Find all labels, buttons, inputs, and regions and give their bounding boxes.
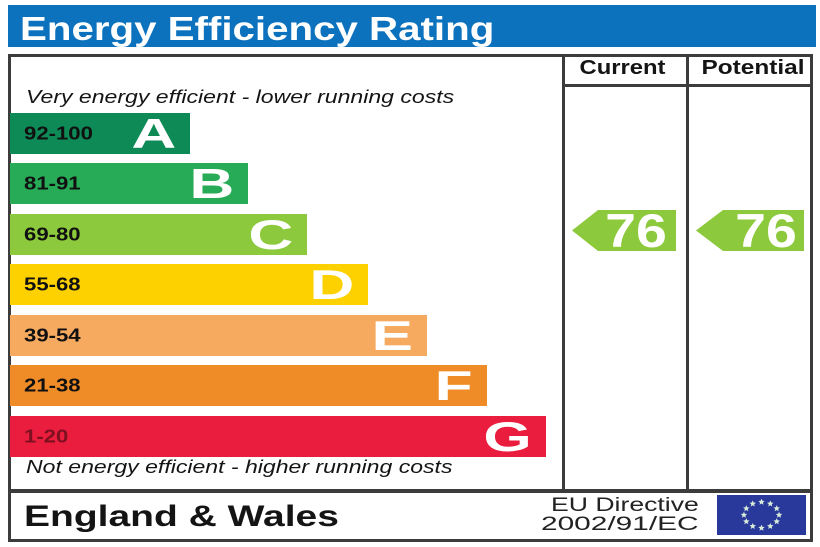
svg-text:76: 76 bbox=[735, 210, 797, 251]
svg-text:76: 76 bbox=[605, 210, 667, 251]
